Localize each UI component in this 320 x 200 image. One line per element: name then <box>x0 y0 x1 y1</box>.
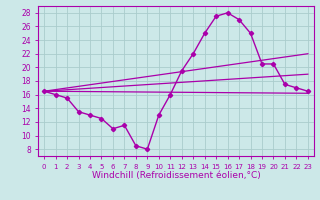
X-axis label: Windchill (Refroidissement éolien,°C): Windchill (Refroidissement éolien,°C) <box>92 171 260 180</box>
